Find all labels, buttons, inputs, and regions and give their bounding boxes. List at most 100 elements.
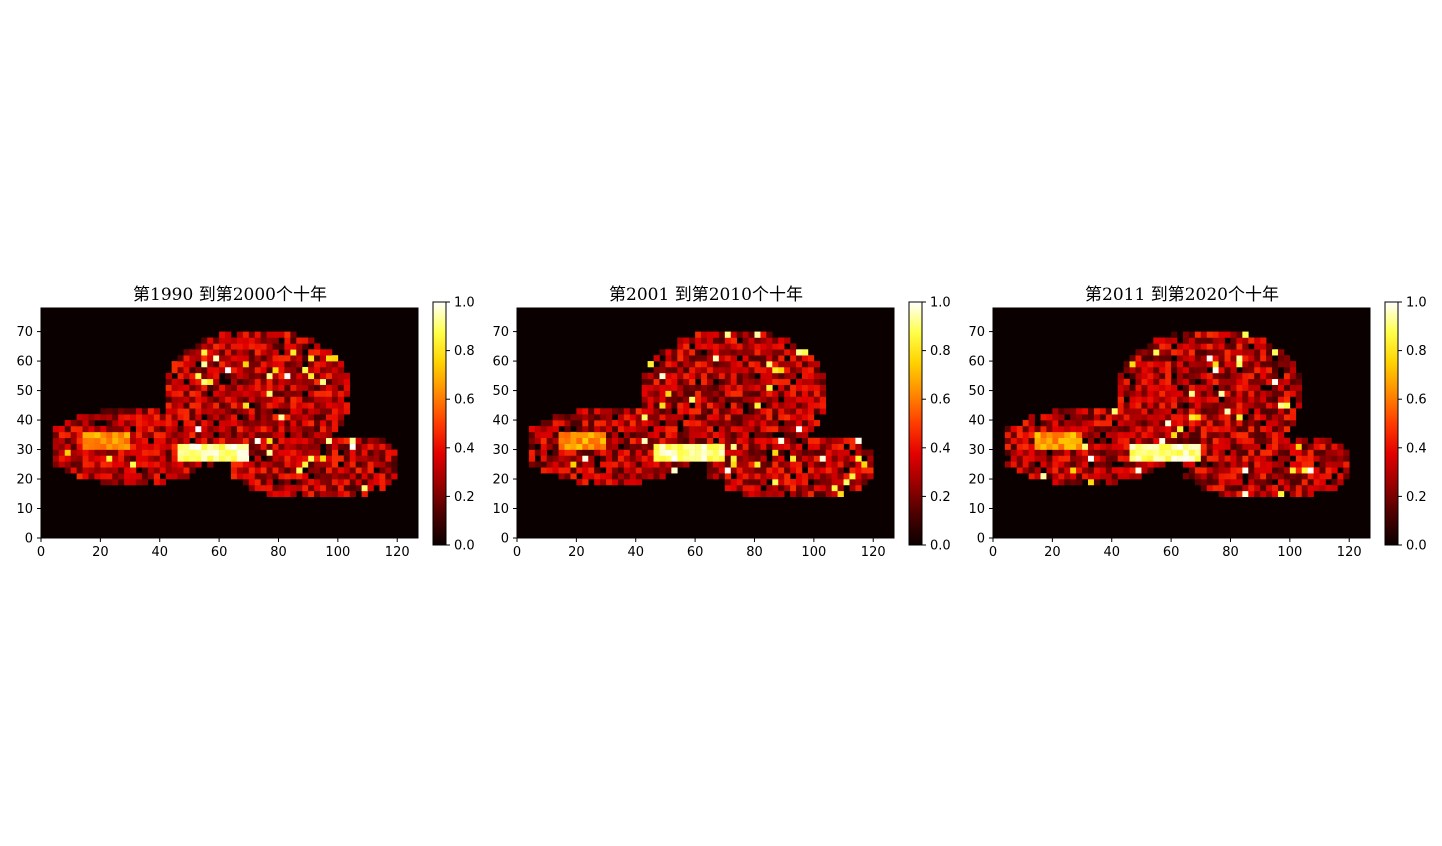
heatmap-cell — [760, 408, 767, 415]
heatmap-cell — [1188, 349, 1196, 356]
heatmap-cell — [284, 343, 291, 350]
heatmap-cell — [754, 337, 761, 344]
heatmap-cell — [588, 467, 595, 474]
heatmap-cell — [314, 349, 321, 356]
heatmap-cell — [1147, 384, 1154, 391]
heatmap-cell — [641, 473, 648, 480]
heatmap-cell — [355, 455, 362, 462]
heatmap-cell — [130, 473, 137, 480]
heatmap-cell — [1242, 425, 1249, 433]
heatmap-cell — [284, 349, 291, 356]
heatmap-cell — [1070, 425, 1077, 433]
x-tick-label: 80 — [746, 545, 763, 560]
y-tick-label: 0 — [977, 532, 985, 547]
heatmap-cell — [1182, 449, 1190, 456]
heatmap-cell — [183, 396, 190, 403]
heatmap-cell — [558, 473, 565, 480]
heatmap-cell — [325, 455, 333, 462]
heatmap-cell — [1076, 467, 1083, 474]
heatmap-cell — [225, 396, 232, 403]
heatmap-cell — [266, 443, 273, 450]
heatmap-cell — [195, 455, 202, 462]
x-tick-label: 120 — [385, 545, 410, 560]
heatmap-cell — [730, 361, 737, 368]
heatmap-cell — [266, 467, 273, 474]
heatmap-cell — [730, 467, 737, 474]
heatmap-cell — [641, 431, 648, 439]
heatmap-cell — [207, 443, 214, 450]
heatmap-chart: 0 20 40 60 80 100 1200102030405060700.00.20.40… — [968, 296, 1426, 561]
heatmap-cell — [1147, 361, 1154, 368]
heatmap-cell — [254, 461, 261, 468]
heatmap-cell — [266, 490, 273, 498]
x-tick-label: 60 — [211, 545, 228, 560]
heatmap-cell — [1182, 355, 1190, 362]
heatmap-cell — [302, 425, 309, 433]
heatmap-cell — [724, 431, 732, 439]
heatmap-cell — [1283, 361, 1291, 368]
heatmap-cell — [1236, 331, 1243, 338]
heatmap-cell — [242, 337, 250, 344]
heatmap-cell — [320, 396, 327, 403]
heatmap-cell — [1117, 378, 1124, 385]
heatmap-cell — [1147, 437, 1154, 444]
heatmap-cell — [1070, 467, 1077, 474]
heatmap-cell — [695, 431, 702, 439]
heatmap-cell — [825, 437, 832, 444]
heatmap-cell — [183, 384, 190, 391]
heatmap-cell — [260, 343, 267, 350]
heatmap-cell — [1052, 420, 1059, 427]
heatmap-cell — [331, 425, 339, 433]
heatmap-cell — [314, 437, 321, 444]
heatmap-cell — [349, 479, 356, 486]
heatmap-cell — [766, 355, 773, 362]
heatmap-cell — [724, 473, 732, 480]
heatmap-cell — [1283, 414, 1291, 421]
heatmap-cell — [177, 443, 184, 450]
heatmap-cell — [819, 449, 827, 456]
heatmap-cell — [712, 449, 720, 456]
heatmap-cell — [1117, 437, 1124, 444]
heatmap-cell — [260, 402, 267, 409]
heatmap-cell — [1147, 402, 1154, 409]
heatmap-cell — [195, 420, 202, 427]
heatmap-cell — [248, 449, 256, 456]
heatmap-cell — [373, 437, 380, 444]
heatmap-cell — [576, 414, 583, 421]
heatmap-cell — [320, 390, 327, 397]
heatmap-cell — [1046, 420, 1053, 427]
heatmap-cell — [1177, 343, 1184, 350]
heatmap-cell — [82, 473, 89, 480]
heatmap-cell — [219, 408, 226, 415]
heatmap-cell — [570, 455, 577, 462]
heatmap-cell — [754, 420, 761, 427]
heatmap-cell — [760, 420, 767, 427]
heatmap-cell — [718, 343, 726, 350]
heatmap-cell — [1295, 384, 1303, 391]
heatmap-cell — [1260, 431, 1267, 439]
heatmap-cell — [248, 343, 256, 350]
heatmap-cell — [772, 484, 779, 492]
heatmap-cell — [343, 372, 351, 380]
heatmap-cell — [1200, 437, 1208, 444]
heatmap-cell — [308, 414, 315, 421]
heatmap-cell — [1165, 349, 1172, 356]
heatmap-cell — [1212, 443, 1219, 450]
heatmap-cell — [796, 473, 803, 480]
heatmap-cell — [266, 479, 273, 486]
heatmap-cell — [1224, 384, 1231, 391]
heatmap-cell — [801, 390, 809, 397]
heatmap-cell — [1319, 449, 1326, 456]
heatmap-cell — [790, 461, 797, 468]
heatmap-cell — [236, 361, 244, 368]
heatmap-cell — [849, 467, 856, 474]
heatmap-cell — [248, 461, 256, 468]
heatmap-cell — [337, 408, 345, 415]
heatmap-cell — [534, 431, 542, 439]
heatmap-cell — [778, 337, 785, 344]
heatmap-cell — [1117, 408, 1124, 415]
heatmap-cell — [1224, 349, 1231, 356]
heatmap-cell — [1177, 396, 1184, 403]
heatmap-cell — [1254, 355, 1261, 362]
heatmap-cell — [337, 372, 345, 380]
